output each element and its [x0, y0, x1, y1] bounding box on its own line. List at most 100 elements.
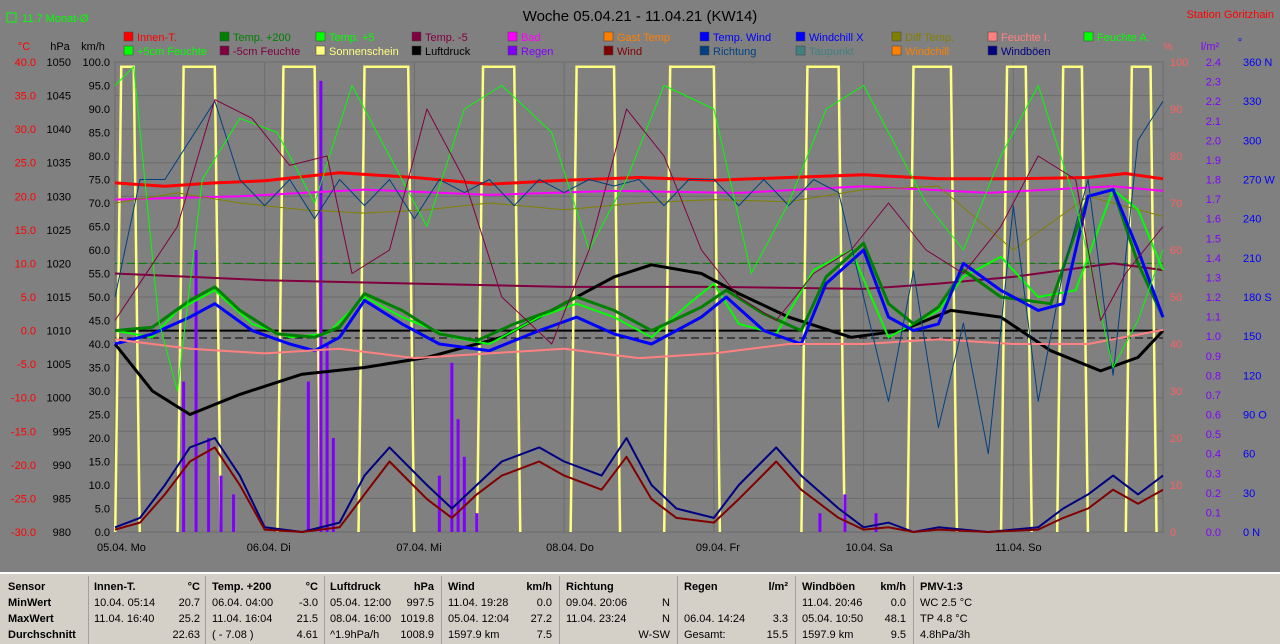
month-avg-icon — [6, 12, 17, 23]
label-avg: Durchschnitt — [8, 629, 76, 641]
legend-swatch — [891, 31, 902, 42]
rain-bar — [450, 362, 454, 532]
direction-tick-label: 210 — [1243, 253, 1261, 265]
humidity-tick-label: 90 — [1170, 104, 1182, 116]
temp-tick-label: 30.0 — [15, 124, 36, 136]
pressure-tick-label: 985 — [53, 493, 71, 505]
sunshine-period — [800, 65, 846, 533]
legend-label: Feuchte I. — [1001, 32, 1050, 44]
legend-label: Sonnenschein — [329, 46, 399, 58]
rain-bar — [219, 475, 223, 532]
series-temp-200 — [114, 188, 1165, 343]
rain-tick-label: 2.4 — [1206, 57, 1221, 69]
rain-bar — [437, 475, 441, 532]
label-max: MaxWert — [8, 613, 54, 625]
direction-tick-label: 360 N — [1243, 57, 1272, 69]
legend-swatch — [891, 45, 902, 56]
legend-swatch — [411, 45, 422, 56]
humidity-tick-label: 100 — [1170, 57, 1188, 69]
sunshine-period — [906, 65, 959, 533]
legend-label: Regen — [521, 46, 553, 58]
stats-gusts: Windböen km/h 11.04. 20:46 0.0 05.04. 10… — [802, 581, 906, 641]
legend-swatch — [795, 31, 806, 42]
temp-tick-label: -5.0 — [17, 359, 36, 371]
rain-bar — [818, 513, 822, 532]
direction-tick-label: 0 N — [1243, 527, 1260, 539]
stats-direction: Richtung 09.04. 20:06 N 11.04. 23:24 N W… — [566, 581, 670, 641]
pressure-tick-label: 1005 — [47, 359, 71, 371]
stats-innen: Innen-T. °C 10.04. 05:14 20.7 11.04. 16:… — [94, 581, 200, 641]
pressure-tick-label: 1040 — [47, 124, 71, 136]
stats-temp200: Temp. +200 °C 06.04. 04:00 -3.0 11.04. 1… — [212, 581, 318, 641]
legend: Innen-T. Temp. +200 Temp. +5 Temp. -5 Bad Gas… — [123, 31, 1150, 58]
rain-tick-label: 0.6 — [1206, 410, 1221, 422]
legend-label: Windchill X — [809, 32, 864, 44]
temp-unit: °C — [18, 41, 30, 53]
wind-tick-label: 65.0 — [89, 222, 110, 234]
rain-unit: l/m² — [1201, 41, 1220, 53]
wind-tick-label: 60.0 — [89, 245, 110, 257]
temp-tick-label: 10.0 — [15, 258, 36, 270]
temp-tick-label: -10.0 — [11, 393, 36, 405]
temp-tick-label: 15.0 — [15, 225, 36, 237]
rain-bar — [475, 513, 479, 532]
series-feuchte-i — [114, 328, 1164, 360]
pressure-tick-label: 1025 — [47, 225, 71, 237]
legend-label: Temp. -5 — [425, 32, 468, 44]
month-avg-label: 11.7 Monat-Ø — [22, 13, 89, 25]
rain-bar — [207, 438, 211, 532]
sunshine-period — [662, 65, 722, 533]
legend-swatch — [603, 31, 614, 42]
legend-label: Gast Temp — [617, 32, 670, 44]
wind-tick-label: 100.0 — [82, 57, 110, 69]
temp-tick-label: -30.0 — [11, 527, 36, 539]
pressure-tick-label: 980 — [53, 527, 71, 539]
legend-swatch — [699, 45, 710, 56]
humidity-unit: % — [1163, 41, 1173, 53]
day-label: 09.04. Fr — [696, 542, 740, 554]
legend-swatch — [795, 45, 806, 56]
humidity-tick-label: 0 — [1170, 527, 1176, 539]
rain-bar — [194, 250, 198, 532]
legend-swatch — [315, 45, 326, 56]
humidity-tick-label: 80 — [1170, 151, 1182, 163]
rain-tick-label: 1.9 — [1206, 155, 1221, 167]
pressure-tick-label: 1030 — [47, 191, 71, 203]
direction-unit: ° — [1238, 37, 1242, 49]
legend-label: Bad — [521, 32, 541, 44]
legend-label: +5cm Feuchte — [137, 46, 207, 58]
series-5cm-feuchte — [114, 99, 1164, 345]
wind-tick-label: 40.0 — [89, 339, 110, 351]
direction-tick-label: 180 S — [1243, 292, 1272, 304]
label-sensor: Sensor — [8, 581, 46, 593]
day-label: 08.04. Do — [546, 542, 594, 554]
chart-title: Woche 05.04.21 - 11.04.21 (KW14) — [523, 8, 758, 25]
wind-tick-label: 25.0 — [89, 410, 110, 422]
humidity-tick-label: 70 — [1170, 198, 1182, 210]
temp-tick-label: 20.0 — [15, 191, 36, 203]
legend-label: Luftdruck — [425, 46, 471, 58]
legend-swatch — [123, 45, 134, 56]
wind-unit: km/h — [81, 41, 105, 53]
legend-label: Diff Temp. — [905, 32, 954, 44]
pressure-tick-label: 1035 — [47, 158, 71, 170]
temp-tick-label: -15.0 — [11, 426, 36, 438]
rain-tick-label: 1.5 — [1206, 233, 1221, 245]
legend-label: Wind — [617, 46, 642, 58]
rain-tick-label: 0.1 — [1206, 507, 1221, 519]
day-label: 05.04. Mo — [97, 542, 146, 554]
wind-tick-label: 45.0 — [89, 316, 110, 328]
wind-tick-label: 95.0 — [89, 81, 110, 93]
pressure-tick-label: 1000 — [47, 393, 71, 405]
legend-label: Innen-T. — [137, 32, 177, 44]
rain-tick-label: 0.9 — [1206, 351, 1221, 363]
rain-tick-label: 1.1 — [1206, 312, 1221, 324]
direction-tick-label: 150 — [1243, 331, 1261, 343]
direction-tick-label: 330 — [1243, 96, 1261, 108]
rain-tick-label: 1.3 — [1206, 272, 1221, 284]
rain-bar — [325, 344, 329, 532]
rain-bar — [874, 513, 878, 532]
stats-rain: Regen l/m² 06.04. 14:24 3.3 Gesamt: 15.5 — [684, 581, 788, 641]
direction-tick-label: 60 — [1243, 449, 1255, 461]
day-label: 10.04. Sa — [846, 542, 894, 554]
